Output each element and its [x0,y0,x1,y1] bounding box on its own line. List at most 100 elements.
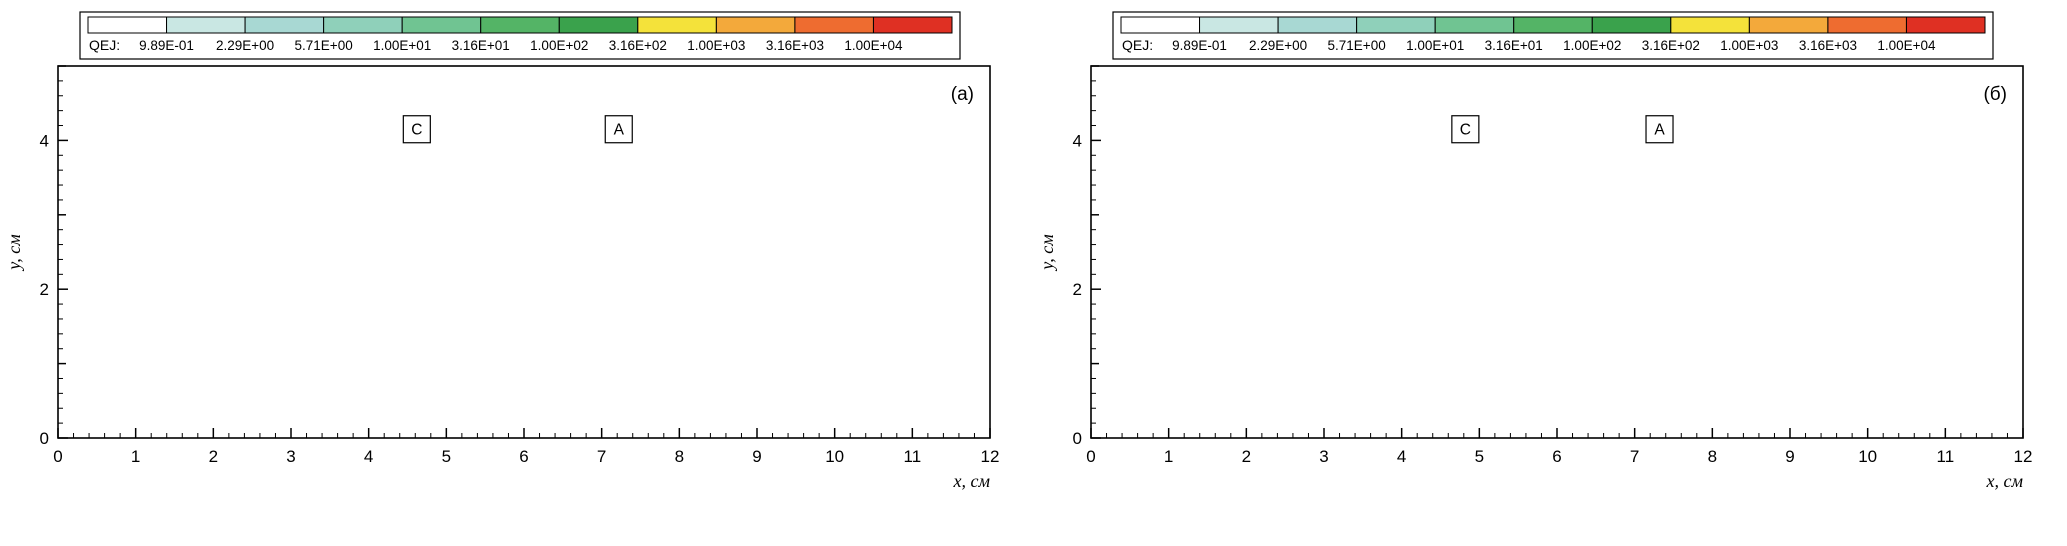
panel-a-canvas: QEJ: 9.89E-01 2.29E+00 5.71E+00 1.00E+01 3.16… [4,11,999,491]
colorbar-cell [1199,16,1279,34]
legend: QEJ: 9.89E-01 2.29E+00 5.71E+00 1.00E+01 3.16… [1112,11,1994,60]
legend-level-label: 1.00E+01 [373,38,431,53]
y-tick-label: 0 [1073,429,1082,448]
x-tick-label: 3 [1319,447,1328,466]
x-tick-label: 9 [752,447,761,466]
marker-letter: C [411,122,422,139]
contour-region [1650,412,1976,438]
y-axis: 0 2 4 y, см [4,65,68,448]
contour-region [413,419,596,438]
plot-frame [1090,65,2024,439]
panel-label: (б) [1983,84,2007,105]
marker-a: A [1645,115,1674,144]
panel-b-canvas: QEJ: 9.89E-01 2.29E+00 5.71E+00 1.00E+01 3.16… [1037,11,2032,491]
marker-letter: A [1654,122,1665,139]
colorbar-cell [1120,16,1201,34]
x-tick-label: 2 [209,447,218,466]
legend-level-label: 5.71E+00 [295,38,353,53]
legend-level-label: 3.16E+02 [1642,38,1700,53]
contour-region [415,425,496,438]
y-tick-label: 0 [40,429,49,448]
legend-level-label: 3.16E+03 [766,38,824,53]
x-tick-label: 3 [286,447,295,466]
legend-colorbar [1120,16,1986,34]
legend-level-label: 5.71E+00 [1328,38,1386,53]
colorbar-cell [1670,16,1750,34]
x-tick-label: 5 [1475,447,1484,466]
colorbar-cell [323,16,403,34]
legend-level-label: 1.00E+04 [844,38,903,53]
colorbar-cell [1356,16,1436,34]
legend-level-label: 3.16E+03 [1799,38,1857,53]
x-tick-label: 7 [597,447,606,466]
x-tick-label: 5 [442,447,451,466]
contour-region [1644,409,2009,438]
panel-a: QEJ: 9.89E-01 2.29E+00 5.71E+00 1.00E+01 3.16… [0,0,1033,546]
y-axis: 0 2 4 y, см [1037,65,1101,448]
legend-colorbar [87,16,953,34]
x-tick-label: 4 [364,447,373,466]
marker-box [402,115,431,144]
marker-c: C [1451,115,1480,144]
x-tick-label: 0 [53,447,62,466]
x-tick-label: 7 [1630,447,1639,466]
contour-fills [1425,366,2023,438]
colorbar-cell [1905,16,1986,34]
legend: QEJ: 9.89E-01 2.29E+00 5.71E+00 1.00E+01 3.16… [79,11,961,60]
x-tick-label: 1 [1164,447,1173,466]
contour-region [1444,405,2023,438]
y-axis-title: y, см [4,234,24,272]
contour-region [1660,419,1872,438]
x-tick-label: 0 [1086,447,1095,466]
marker-letter: A [614,122,625,139]
marker-c: C [402,115,431,144]
x-axis-title: x, см [1986,471,2024,491]
contour-region [398,350,924,438]
marker-a: A [604,115,633,144]
legend-level-label: 1.00E+02 [1563,38,1621,53]
contour-region [392,324,959,438]
colorbar-cell [1277,16,1358,34]
y-tick-label: 2 [40,280,49,299]
x-tick-label: 6 [1552,447,1561,466]
electrode-spot [1636,429,1655,438]
colorbar-cell [872,16,953,34]
legend-title: QEJ: [1122,37,1153,53]
contour-region [419,432,449,438]
x-tick-label: 10 [825,447,844,466]
legend-level-label: 1.00E+03 [687,38,745,53]
x-tick-label: 1 [131,447,140,466]
colorbar-cell [1513,16,1593,34]
legend-level-label: 3.16E+01 [1485,38,1543,53]
plot-frame [57,65,991,439]
y-tick-label: 4 [1073,131,1082,150]
y-tick-label: 4 [40,131,49,150]
colorbar-cell [637,16,717,34]
x-tick-label: 2 [1242,447,1251,466]
colorbar-cell [558,16,639,34]
legend-level-label: 9.89E-01 [139,38,194,53]
x-tick-label: 10 [1858,447,1877,466]
colorbar-cell [401,16,482,34]
contour-region [1425,366,2023,438]
contour-region [1435,394,2023,438]
colorbar-cell [1827,16,1907,34]
legend-level-label: 3.16E+02 [609,38,667,53]
y-tick-label: 2 [1073,280,1082,299]
colorbar-cell [1591,16,1672,34]
legend-level-label: 3.16E+01 [452,38,510,53]
marker-box [1451,115,1480,144]
legend-level-label: 1.00E+04 [1877,38,1936,53]
contour-fills [392,324,959,438]
colorbar-cell [715,16,796,34]
x-tick-label: 8 [675,447,684,466]
x-tick-label: 12 [2014,447,2033,466]
x-axis-title: x, см [953,471,991,491]
contour-region [1430,380,2023,438]
x-tick-label: 8 [1708,447,1717,466]
x-tick-label: 11 [904,447,922,466]
colorbar-cell [166,16,246,34]
x-axis: 0 1 2 3 4 5 6 7 8 9 10 11 12x, см [1086,428,2032,491]
contour-region [405,397,845,438]
